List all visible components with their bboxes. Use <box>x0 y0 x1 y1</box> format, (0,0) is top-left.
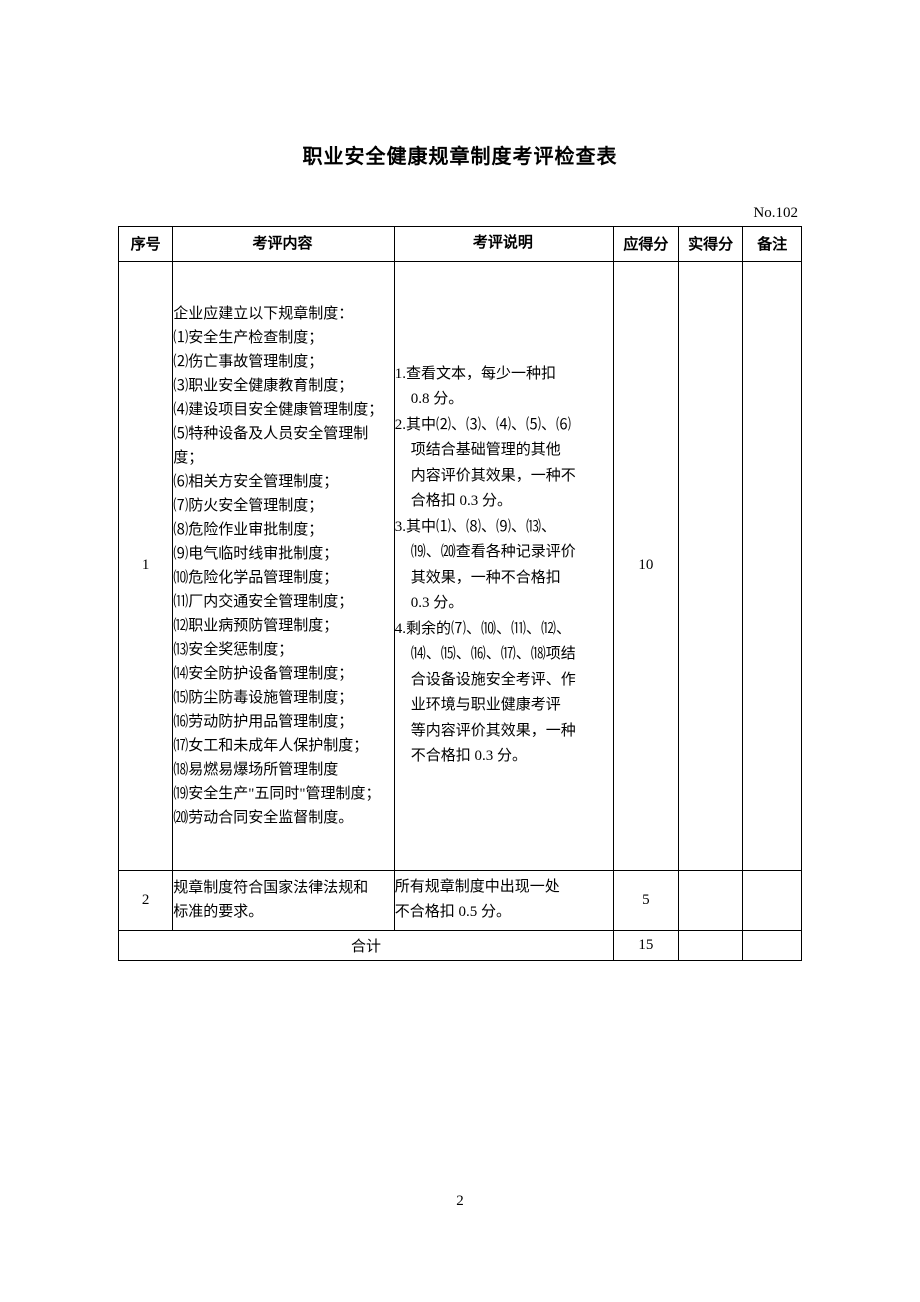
total-actual-score <box>678 930 743 960</box>
desc-line: 所有规章制度中出现一处 <box>395 875 611 901</box>
content-item: ⑾厂内交通安全管理制度； <box>173 590 391 614</box>
content-item: ⒄女工和未成年人保护制度； <box>173 734 391 758</box>
desc-line: 查看文本，每少一种扣 <box>406 366 556 382</box>
header-note: 备注 <box>743 227 802 262</box>
content-item: ⑿职业病预防管理制度； <box>173 614 391 638</box>
content-item: ⑴安全生产检查制度； <box>173 326 391 350</box>
table-row: 1 企业应建立以下规章制度： ⑴安全生产检查制度； ⑵伤亡事故管理制度； ⑶职业… <box>119 261 802 870</box>
desc-line: 项结合基础管理的其他 <box>395 438 611 464</box>
row2-actual-score <box>678 870 743 930</box>
row2-max-score: 5 <box>613 870 678 930</box>
content-item: ⒁安全防护设备管理制度； <box>173 662 391 686</box>
desc-line: ⒆、⒇查看各种记录评价 <box>395 540 611 566</box>
header-max-score: 应得分 <box>613 227 678 262</box>
content-item: ⒃劳动防护用品管理制度； <box>173 710 391 734</box>
content-item: ⒅易燃易爆场所管理制度 <box>173 758 391 782</box>
content-item: ⑼电气临时线审批制度； <box>173 542 391 566</box>
header-content: 考评内容 <box>173 227 394 262</box>
desc-line: 0.8 分。 <box>395 387 611 413</box>
content-line: 规章制度符合国家法律法规和 <box>173 876 391 900</box>
desc-line: 不合格扣 0.5 分。 <box>395 900 611 926</box>
row1-actual-score <box>678 261 743 870</box>
total-max-score: 15 <box>613 930 678 960</box>
content-item: ⒆安全生产"五同时"管理制度； <box>173 782 391 806</box>
content-item: ⒇劳动合同安全监督制度。 <box>173 806 391 830</box>
row1-seq: 1 <box>119 261 173 870</box>
total-note <box>743 930 802 960</box>
desc-num: 1. <box>395 366 406 382</box>
desc-line: 0.3 分。 <box>395 591 611 617</box>
header-actual-score: 实得分 <box>678 227 743 262</box>
desc-line: ⒁、⒂、⒃、⒄、⒅项结 <box>395 642 611 668</box>
desc-line: 剩余的⑺、⑽、⑾、⑿、 <box>406 621 571 637</box>
content-item: ⑷建设项目安全健康管理制度； <box>173 398 391 422</box>
document-number: No.102 <box>118 205 802 222</box>
content-item: ⑶职业安全健康教育制度； <box>173 374 391 398</box>
row1-desc: 1.查看文本，每少一种扣 0.8 分。 2.其中⑵、⑶、⑷、⑸、⑹ 项结合基础管… <box>394 261 613 870</box>
desc-line: 内容评价其效果，一种不 <box>395 464 611 490</box>
desc-line: 其中⑴、⑻、⑼、⒀、 <box>406 519 556 535</box>
desc-line: 等内容评价其效果，一种 <box>395 719 611 745</box>
row1-max-score: 10 <box>613 261 678 870</box>
desc-num: 4. <box>395 621 406 637</box>
total-label: 合计 <box>119 930 614 960</box>
content-line: 标准的要求。 <box>173 900 391 924</box>
content-item: ⑽危险化学品管理制度； <box>173 566 391 590</box>
document-title: 职业安全健康规章制度考评检查表 <box>118 140 802 169</box>
header-seq: 序号 <box>119 227 173 262</box>
content-item: ⒀安全奖惩制度； <box>173 638 391 662</box>
desc-item: 1.查看文本，每少一种扣 <box>395 362 611 388</box>
header-desc: 考评说明 <box>394 227 613 262</box>
row1-note <box>743 261 802 870</box>
content-item: ⑺防火安全管理制度； <box>173 494 391 518</box>
content-item: ⒂防尘防毒设施管理制度； <box>173 686 391 710</box>
table-header-row: 序号 考评内容 考评说明 应得分 实得分 备注 <box>119 227 802 262</box>
evaluation-table: 序号 考评内容 考评说明 应得分 实得分 备注 1 企业应建立以下规章制度： ⑴… <box>118 226 802 961</box>
desc-line: 其效果，一种不合格扣 <box>395 566 611 592</box>
desc-item: 2.其中⑵、⑶、⑷、⑸、⑹ <box>395 413 611 439</box>
content-item: ⑻危险作业审批制度； <box>173 518 391 542</box>
row2-note <box>743 870 802 930</box>
desc-item: 3.其中⑴、⑻、⑼、⒀、 <box>395 515 611 541</box>
desc-num: 2. <box>395 417 406 433</box>
table-row: 2 规章制度符合国家法律法规和 标准的要求。 所有规章制度中出现一处 不合格扣 … <box>119 870 802 930</box>
desc-item: 4.剩余的⑺、⑽、⑾、⑿、 <box>395 617 611 643</box>
row2-desc: 所有规章制度中出现一处 不合格扣 0.5 分。 <box>394 870 613 930</box>
row2-content: 规章制度符合国家法律法规和 标准的要求。 <box>173 870 394 930</box>
content-item: ⑹相关方安全管理制度； <box>173 470 391 494</box>
content-intro: 企业应建立以下规章制度： <box>173 302 391 326</box>
desc-line: 合格扣 0.3 分。 <box>395 489 611 515</box>
table-total-row: 合计 15 <box>119 930 802 960</box>
desc-num: 3. <box>395 519 406 535</box>
desc-line: 不合格扣 0.3 分。 <box>395 744 611 770</box>
desc-line: 业环境与职业健康考评 <box>395 693 611 719</box>
content-item: ⑵伤亡事故管理制度； <box>173 350 391 374</box>
desc-line: 其中⑵、⑶、⑷、⑸、⑹ <box>406 417 571 433</box>
row2-seq: 2 <box>119 870 173 930</box>
desc-line: 合设备设施安全考评、作 <box>395 668 611 694</box>
row1-content: 企业应建立以下规章制度： ⑴安全生产检查制度； ⑵伤亡事故管理制度； ⑶职业安全… <box>173 261 394 870</box>
page-number: 2 <box>0 1193 920 1210</box>
content-item: ⑸特种设备及人员安全管理制度； <box>173 422 391 470</box>
